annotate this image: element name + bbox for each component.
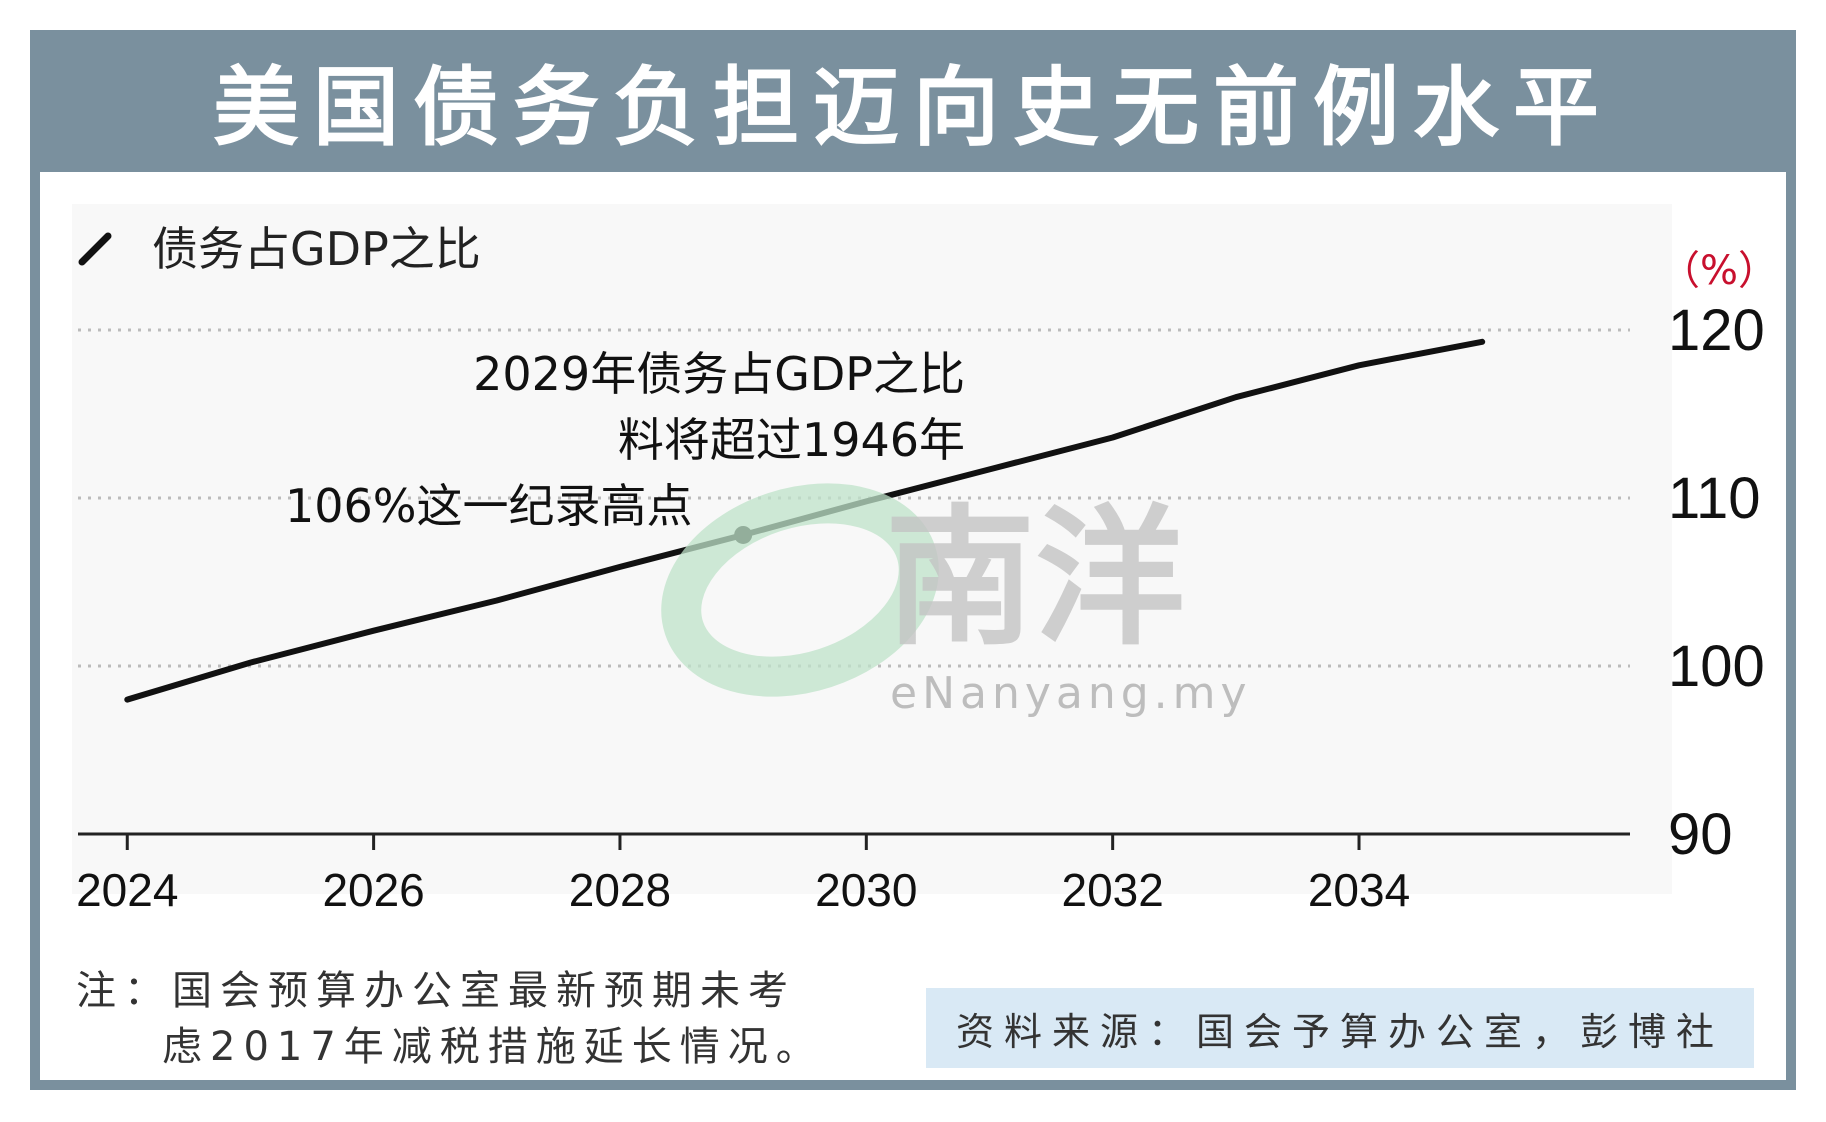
y-tick-label: 110 (1668, 466, 1760, 531)
y-axis-ticks: 90 100 110 120 (1668, 298, 1765, 867)
legend-label: 债务占GDP之比 (152, 222, 481, 276)
y-tick-label: 90 (1668, 802, 1733, 867)
legend-line-icon (78, 232, 112, 266)
x-tick-label: 2026 (322, 864, 424, 916)
watermark-cjk: 南洋 (885, 492, 1185, 666)
chart-frame: 美国债务负担迈向史无前例水平 (30, 30, 1796, 1090)
chart-title: 美国债务负担迈向史无前例水平 (213, 57, 1613, 158)
x-tick-label: 2024 (76, 864, 178, 916)
footnote: 注：国会预算办公室最新预期未考 虑2017年减税措施延长情况。 (76, 963, 824, 1075)
plot-background (72, 204, 1672, 894)
y-tick-label: 100 (1668, 634, 1765, 699)
x-tick-label: 2028 (569, 864, 671, 916)
x-tick-label: 2030 (815, 864, 917, 916)
x-tick-label: 2032 (1061, 864, 1163, 916)
annotation-line-3: 106%这一纪录高点 (285, 479, 693, 533)
y-tick-label: 120 (1668, 298, 1765, 363)
unit-label: （%） (1660, 248, 1778, 294)
footnote-line-1: 注：国会预算办公室最新预期未考 (76, 968, 796, 1014)
source-box: 资料来源：国会予算办公室，彭博社 (926, 988, 1754, 1068)
annotation-line-1: 2029年债务占GDP之比 (473, 347, 965, 401)
chart-panel (40, 172, 1786, 1080)
title-bar: 美国债务负担迈向史无前例水平 (30, 30, 1796, 168)
footnote-line-2: 虑2017年减税措施延长情况。 (162, 1024, 824, 1070)
watermark-latin: eNanyang.my (890, 668, 1252, 719)
source-text: 资料来源：国会予算办公室，彭博社 (955, 1009, 1724, 1054)
watermark-logo-icon (661, 483, 939, 697)
x-axis: 2024 2026 2028 2030 2032 2034 (76, 832, 1630, 916)
x-tick-label: 2034 (1308, 864, 1410, 916)
annotation-line-2: 料将超过1946年 (618, 413, 965, 467)
